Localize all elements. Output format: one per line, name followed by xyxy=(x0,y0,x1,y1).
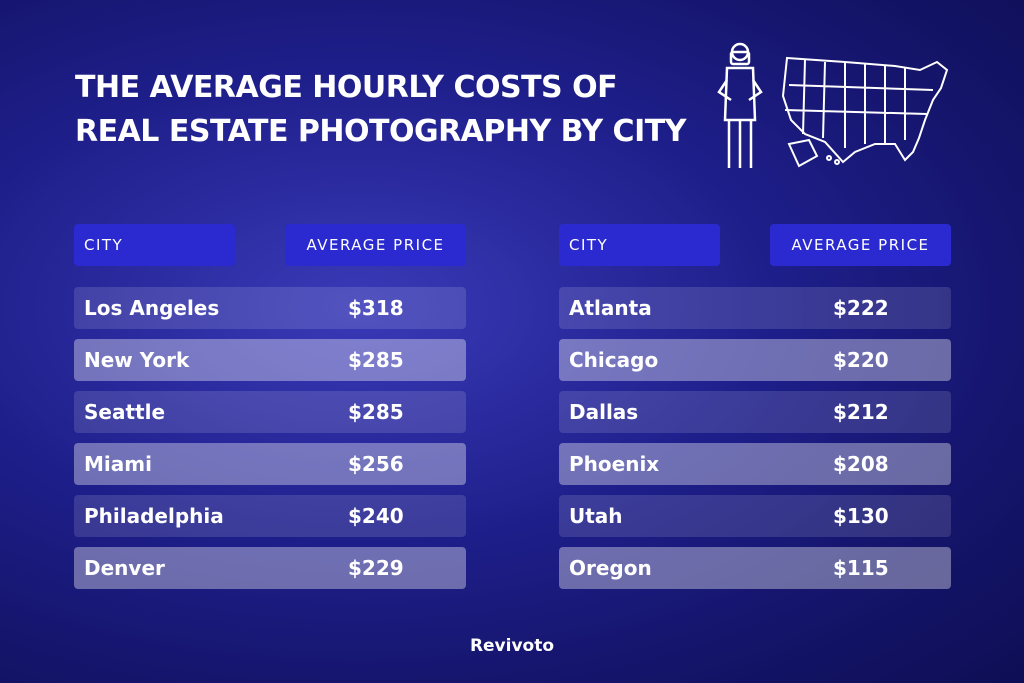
table-row xyxy=(559,287,951,329)
city-name: Seattle xyxy=(84,400,166,424)
city-name: New York xyxy=(84,348,190,372)
price: $285 xyxy=(348,400,404,424)
title-line: THE AVERAGE HOURLY COSTS OF xyxy=(75,70,618,105)
table-row xyxy=(559,495,951,537)
us-map-icon xyxy=(781,56,949,168)
title-line: REAL ESTATE PHOTOGRAPHY BY CITY xyxy=(75,114,686,149)
table-row xyxy=(74,391,466,433)
table-row xyxy=(559,391,951,433)
city-name: Los Angeles xyxy=(84,296,220,320)
price: $318 xyxy=(348,296,404,320)
price: $115 xyxy=(833,556,889,580)
header-cell: AVERAGE PRICE xyxy=(285,224,466,266)
brand: Revivoto xyxy=(469,636,555,656)
price: $130 xyxy=(833,504,889,528)
city-name: Utah xyxy=(569,504,623,528)
city-name: Dallas xyxy=(569,400,639,424)
city-name: Miami xyxy=(84,452,152,476)
price: $240 xyxy=(348,504,404,528)
price: $256 xyxy=(348,452,404,476)
table-row xyxy=(74,495,466,537)
city-name: Oregon xyxy=(569,556,652,580)
table-row xyxy=(559,547,951,589)
table-row xyxy=(74,443,466,485)
table-row xyxy=(559,443,951,485)
city-name: Phoenix xyxy=(569,452,660,476)
price: $222 xyxy=(833,296,889,320)
photographer-icon xyxy=(717,42,763,168)
header-cell: CITY xyxy=(559,224,720,266)
price: $212 xyxy=(833,400,889,424)
city-name: Philadelphia xyxy=(84,504,224,528)
illustration xyxy=(717,42,949,168)
price: $285 xyxy=(348,348,404,372)
header-cell: CITY xyxy=(74,224,235,266)
price: $229 xyxy=(348,556,404,580)
header-cell: AVERAGE PRICE xyxy=(770,224,951,266)
price: $208 xyxy=(833,452,889,476)
table-row xyxy=(74,547,466,589)
table-row xyxy=(74,339,466,381)
table-row xyxy=(74,287,466,329)
city-name: Chicago xyxy=(569,348,659,372)
city-name: Denver xyxy=(84,556,165,580)
price: $220 xyxy=(833,348,889,372)
city-name: Atlanta xyxy=(569,296,652,320)
table-row xyxy=(559,339,951,381)
